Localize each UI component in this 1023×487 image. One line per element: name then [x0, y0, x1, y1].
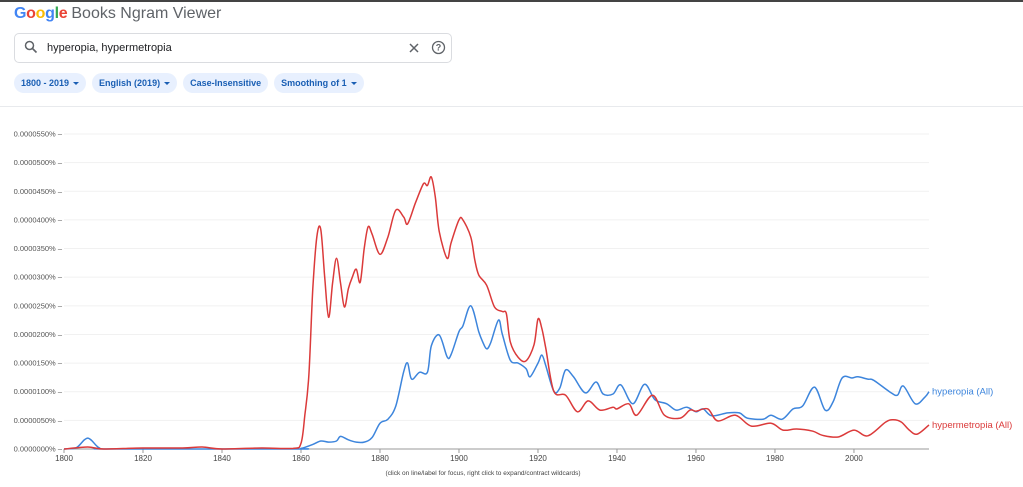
clear-icon[interactable]: [408, 41, 420, 59]
filter-bar: 1800 - 2019 English (2019) Case-Insensit…: [14, 73, 364, 93]
x-tick-label: 1820: [134, 454, 152, 463]
y-tick-label: 0.0000400% –: [14, 215, 63, 224]
app-header: Google Books Ngram Viewer: [14, 5, 221, 23]
x-tick-label: 1960: [687, 454, 705, 463]
chip-label: Smoothing of 1: [281, 78, 347, 88]
x-tick-label: 1860: [292, 454, 310, 463]
smoothing-dropdown[interactable]: Smoothing of 1: [274, 73, 364, 93]
y-tick-label: 0.0000450% –: [14, 187, 63, 196]
y-tick-label: 0.0000050% –: [14, 416, 63, 425]
svg-text:?: ?: [436, 43, 442, 53]
x-tick-label: 1980: [766, 454, 784, 463]
y-tick-label: 0.0000200% –: [14, 330, 63, 339]
caret-down-icon: [73, 81, 80, 85]
y-tick-label: 0.0000100% –: [14, 387, 63, 396]
google-logo[interactable]: Google: [14, 5, 68, 22]
y-tick-label: 0.0000300% –: [14, 273, 63, 282]
x-tick-label: 2000: [845, 454, 863, 463]
y-tick-label: 0.0000550% –: [14, 130, 63, 139]
y-tick-label: 0.0000350% –: [14, 244, 63, 253]
x-tick-label: 1920: [529, 454, 547, 463]
corpus-dropdown[interactable]: English (2019): [92, 73, 178, 93]
divider: [0, 106, 1023, 107]
x-tick-label: 1940: [608, 454, 626, 463]
search-box: hyperopia, hypermetropia ?: [14, 33, 452, 63]
caret-down-icon: [164, 81, 171, 85]
y-tick-label: 0.0000500% –: [14, 158, 63, 167]
series-label[interactable]: hyperopia (All): [932, 387, 993, 398]
year-range-dropdown[interactable]: 1800 - 2019: [14, 73, 87, 93]
series-line-hyperopia[interactable]: [63, 305, 930, 450]
help-icon[interactable]: ?: [431, 40, 446, 60]
case-insensitive-toggle[interactable]: Case-Insensitive: [183, 73, 269, 93]
y-tick-label: 0.0000250% –: [14, 301, 63, 310]
chip-label: English (2019): [99, 78, 161, 88]
x-tick-label: 1840: [213, 454, 231, 463]
series-line-hypermetropia[interactable]: [63, 175, 930, 450]
x-tick-label: 1880: [371, 454, 389, 463]
chip-label: Case-Insensitive: [190, 78, 262, 88]
y-tick-label: 0.0000150% –: [14, 359, 63, 368]
x-tick-label: 1900: [450, 454, 468, 463]
caret-down-icon: [350, 81, 357, 85]
y-tick-label: 0.0000000% –: [14, 445, 63, 454]
app-title: Books Ngram Viewer: [71, 5, 222, 22]
chart-footnote: (click on line/label for focus, right cl…: [385, 470, 581, 477]
search-icon[interactable]: [24, 40, 38, 59]
x-tick-label: 1800: [55, 454, 73, 463]
series-label[interactable]: hypermetropia (All): [932, 420, 1012, 431]
chip-label: 1800 - 2019: [21, 78, 70, 88]
search-input[interactable]: hyperopia, hypermetropia: [47, 42, 172, 54]
